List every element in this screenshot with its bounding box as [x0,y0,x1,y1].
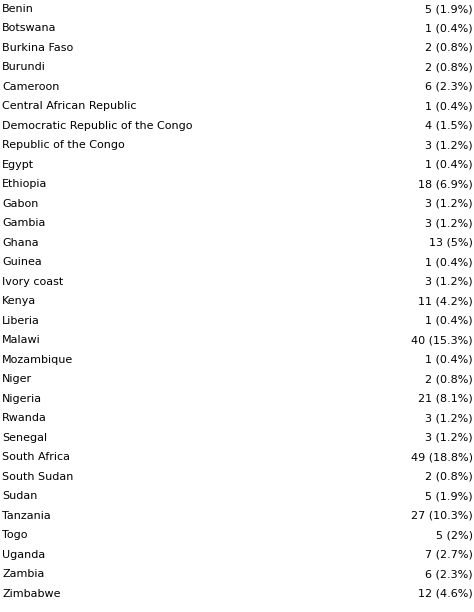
Text: Burkina Faso: Burkina Faso [2,43,73,53]
Text: Democratic Republic of the Congo: Democratic Republic of the Congo [2,121,193,131]
Text: 21 (8.1%): 21 (8.1%) [418,394,473,404]
Text: Guinea: Guinea [2,257,42,267]
Text: Liberia: Liberia [2,316,40,326]
Text: Republic of the Congo: Republic of the Congo [2,140,125,151]
Text: Sudan: Sudan [2,491,38,501]
Text: 2 (0.8%): 2 (0.8%) [425,43,473,53]
Text: Zambia: Zambia [2,569,45,579]
Text: 49 (18.8%): 49 (18.8%) [411,452,473,462]
Text: Botswana: Botswana [2,23,57,34]
Text: Malawi: Malawi [2,335,41,345]
Text: 18 (6.9%): 18 (6.9%) [418,179,473,189]
Text: Tanzania: Tanzania [2,510,51,521]
Text: Senegal: Senegal [2,433,47,442]
Text: 11 (4.2%): 11 (4.2%) [418,296,473,306]
Text: 5 (1.9%): 5 (1.9%) [426,4,473,14]
Text: Ghana: Ghana [2,238,39,248]
Text: Togo: Togo [2,530,28,540]
Text: Uganda: Uganda [2,550,46,559]
Text: 1 (0.4%): 1 (0.4%) [426,316,473,326]
Text: 6 (2.3%): 6 (2.3%) [426,82,473,92]
Text: 1 (0.4%): 1 (0.4%) [426,102,473,111]
Text: 4 (1.5%): 4 (1.5%) [426,121,473,131]
Text: 3 (1.2%): 3 (1.2%) [426,277,473,287]
Text: Ivory coast: Ivory coast [2,277,64,287]
Text: 7 (2.7%): 7 (2.7%) [425,550,473,559]
Text: Rwanda: Rwanda [2,413,47,423]
Text: Gambia: Gambia [2,218,46,228]
Text: Mozambique: Mozambique [2,355,73,365]
Text: 3 (1.2%): 3 (1.2%) [426,413,473,423]
Text: South Africa: South Africa [2,452,70,462]
Text: Benin: Benin [2,4,34,14]
Text: Zimbabwe: Zimbabwe [2,589,61,599]
Text: Burundi: Burundi [2,62,46,72]
Text: 40 (15.3%): 40 (15.3%) [411,335,473,345]
Text: Ethiopia: Ethiopia [2,179,48,189]
Text: 5 (2%): 5 (2%) [436,530,473,540]
Text: 1 (0.4%): 1 (0.4%) [426,160,473,170]
Text: 13 (5%): 13 (5%) [429,238,473,248]
Text: 27 (10.3%): 27 (10.3%) [411,510,473,521]
Text: 3 (1.2%): 3 (1.2%) [426,433,473,442]
Text: Kenya: Kenya [2,296,36,306]
Text: 2 (0.8%): 2 (0.8%) [425,62,473,72]
Text: Gabon: Gabon [2,199,39,209]
Text: 3 (1.2%): 3 (1.2%) [426,218,473,228]
Text: Cameroon: Cameroon [2,82,60,92]
Text: Egypt: Egypt [2,160,35,170]
Text: 2 (0.8%): 2 (0.8%) [425,374,473,384]
Text: Nigeria: Nigeria [2,394,43,404]
Text: 1 (0.4%): 1 (0.4%) [426,23,473,34]
Text: Central African Republic: Central African Republic [2,102,137,111]
Text: South Sudan: South Sudan [2,472,74,482]
Text: 3 (1.2%): 3 (1.2%) [426,199,473,209]
Text: 1 (0.4%): 1 (0.4%) [426,355,473,365]
Text: 1 (0.4%): 1 (0.4%) [426,257,473,267]
Text: 12 (4.6%): 12 (4.6%) [418,589,473,599]
Text: 2 (0.8%): 2 (0.8%) [425,472,473,482]
Text: Niger: Niger [2,374,33,384]
Text: 3 (1.2%): 3 (1.2%) [426,140,473,151]
Text: 5 (1.9%): 5 (1.9%) [426,491,473,501]
Text: 6 (2.3%): 6 (2.3%) [426,569,473,579]
